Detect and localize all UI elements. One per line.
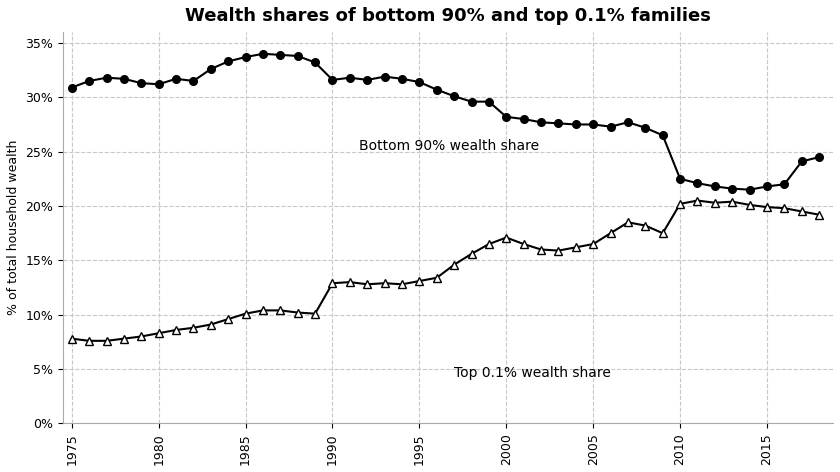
Text: Bottom 90% wealth share: Bottom 90% wealth share — [359, 139, 538, 153]
Y-axis label: % of total household wealth: % of total household wealth — [7, 140, 20, 315]
Title: Wealth shares of bottom 90% and top 0.1% families: Wealth shares of bottom 90% and top 0.1%… — [185, 7, 711, 25]
Text: Top 0.1% wealth share: Top 0.1% wealth share — [454, 366, 611, 380]
